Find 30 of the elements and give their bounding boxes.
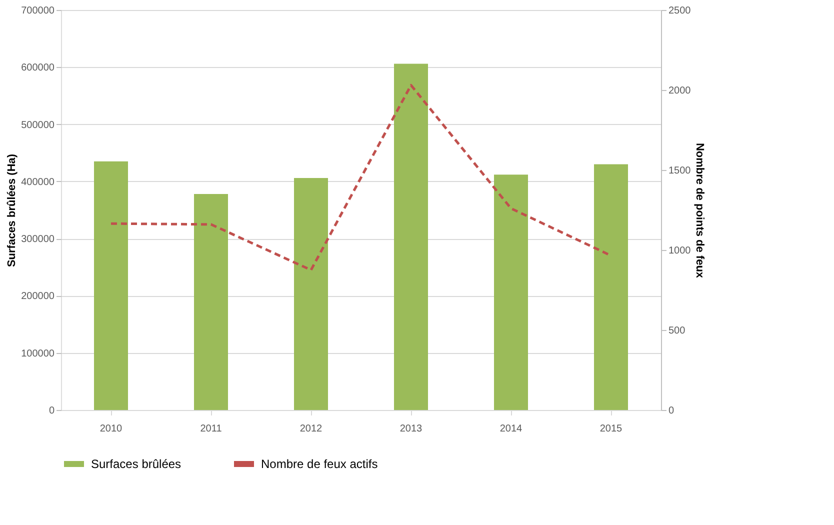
bar <box>94 161 128 410</box>
bar <box>594 164 628 410</box>
y-tick-label: 0 <box>48 406 55 416</box>
y-tick-label: 500000 <box>21 120 55 131</box>
x-tick-label: 2014 <box>500 424 523 434</box>
y2-axis-title: Nombre de points de feux <box>694 142 706 279</box>
y-tick-label: 400000 <box>21 176 55 188</box>
bar <box>394 64 428 410</box>
x-tick-label: 2012 <box>300 424 323 434</box>
legend-label: Nombre de feux actifs <box>261 457 378 471</box>
y-tick-label: 200000 <box>21 291 55 302</box>
y2-tick-label: 1500 <box>668 166 692 176</box>
x-tick-label: 2011 <box>200 424 222 434</box>
y-axis-title: Surfaces brûlées (Ha) <box>6 154 18 268</box>
bar <box>194 194 228 410</box>
x-tick-label: 2015 <box>600 424 623 434</box>
y-tick-label: 100000 <box>21 348 55 360</box>
y2-tick-label: 2500 <box>668 6 692 16</box>
y-tick-label: 600000 <box>21 62 55 74</box>
y-tick-label: 700000 <box>21 6 55 16</box>
x-tick-label: 2013 <box>400 424 423 434</box>
y-tick-label: 300000 <box>21 234 55 246</box>
bar <box>494 174 528 410</box>
y2-tick-label: 1000 <box>668 246 692 256</box>
y2-tick-label: 500 <box>668 326 686 336</box>
y2-tick-label: 0 <box>668 406 674 416</box>
x-tick-label: 2010 <box>100 424 123 434</box>
legend-label: Surfaces brûlées <box>91 457 182 471</box>
y2-tick-label: 2000 <box>668 86 692 96</box>
bar <box>294 178 328 410</box>
